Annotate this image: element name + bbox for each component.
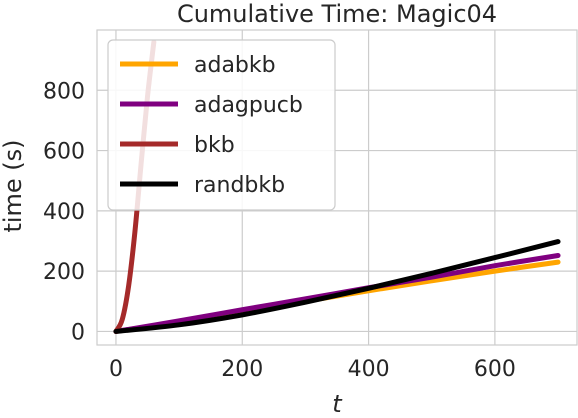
y-tick-label: 800 [43,79,85,104]
chart-title: Cumulative Time: Magic04 [177,0,497,28]
series-line-randbkb [113,239,561,334]
y-tick-label: 200 [43,260,85,285]
x-tick-label: 0 [109,357,123,382]
legend-label-adabkb: adabkb [194,53,276,78]
x-axis-title: t [332,390,343,418]
legend-label-adagpucb: adagpucb [194,93,303,118]
legend-label-bkb: bkb [194,133,235,158]
x-tick-label: 400 [348,357,390,382]
legend-box [107,39,336,211]
plot-frame [96,29,578,346]
tick-labels: 0 200 400 600 0 200 400 600 800 [43,79,516,382]
legend-label-randbkb: randbkb [194,173,285,198]
y-axis-title: time (s) [0,139,27,232]
x-tick-label: 600 [474,357,516,382]
legend: adabkb adagpucb bkb randbkb [107,39,336,211]
x-tick-label: 200 [221,357,263,382]
y-tick-label: 400 [43,200,85,225]
y-tick-label: 600 [43,140,85,165]
plot-border [96,29,578,346]
y-tick-label: 0 [71,320,85,345]
